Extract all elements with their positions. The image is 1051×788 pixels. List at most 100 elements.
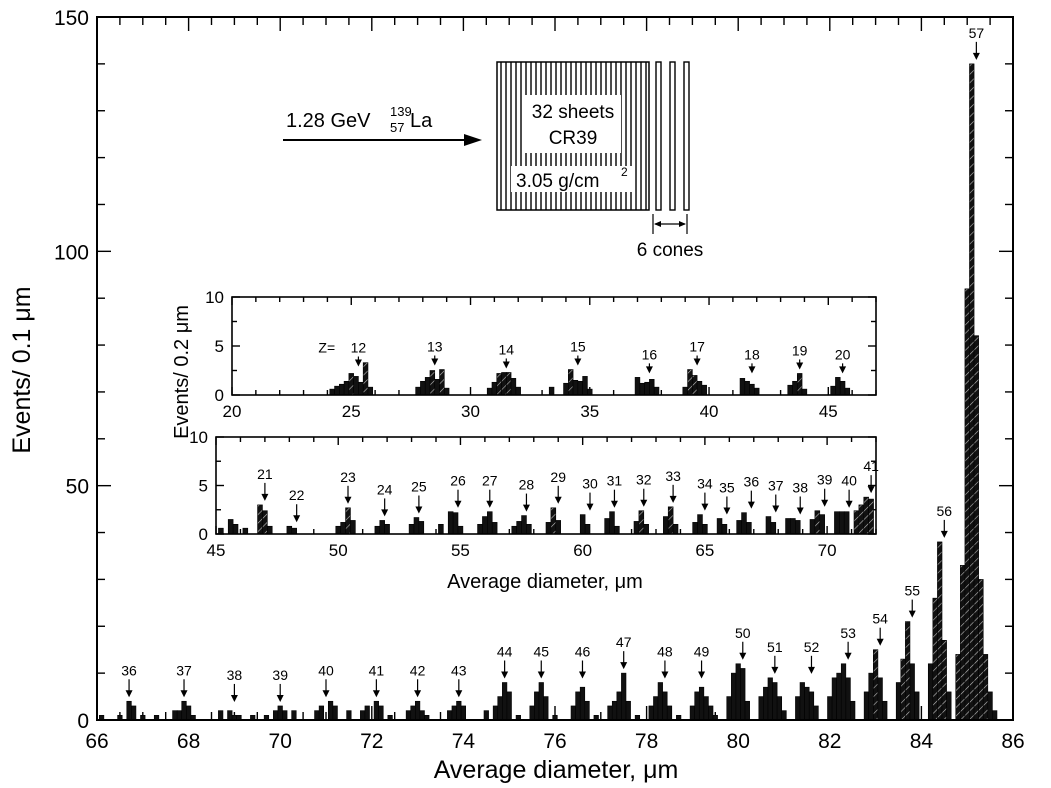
histogram-bar [568, 369, 574, 396]
histogram-bar [946, 691, 952, 721]
peak-z-label: 57 [969, 25, 985, 41]
histogram-bar [242, 527, 249, 535]
histogram-bar [429, 370, 436, 396]
histogram-bar [604, 518, 610, 535]
x-tick-label: 70 [818, 541, 837, 560]
stack-thickness-label: 3.05 g/cm [516, 171, 599, 192]
x-tick-label: 70 [269, 730, 292, 753]
histogram-bar [291, 527, 297, 535]
peak-z-label: 51 [767, 639, 783, 655]
peak-z-label: 22 [289, 487, 305, 503]
histogram-bar [460, 705, 466, 721]
beam-mass-number: 139 [390, 104, 412, 119]
histogram-bar [232, 523, 239, 535]
peak-arrowhead [261, 493, 269, 501]
peak-z-label: 37 [176, 662, 192, 678]
histogram-bar [505, 372, 512, 396]
peak-z-label: 34 [697, 476, 713, 492]
histogram-bar [845, 677, 851, 721]
histogram-bar [799, 682, 805, 721]
peak-z-label: 48 [657, 644, 673, 660]
histogram-bar [434, 379, 440, 396]
histogram-bar [420, 380, 426, 396]
histogram-bar [439, 369, 445, 396]
histogram-bar [282, 710, 288, 721]
histogram-bar [813, 705, 819, 721]
peak-z-label: 56 [937, 503, 953, 519]
peak-z-label: 35 [719, 479, 735, 495]
histogram-bar [572, 379, 579, 396]
histogram-bar [227, 710, 233, 721]
histogram-bar [218, 527, 224, 535]
histogram-bar [932, 597, 938, 721]
histogram-bar [487, 511, 493, 535]
stack-material-label: CR39 [549, 128, 598, 149]
histogram-bar [587, 388, 593, 396]
histogram-bar [692, 375, 698, 396]
peak-z-label: 39 [272, 667, 288, 683]
peak-arrowhead [748, 366, 756, 374]
histogram-bar [374, 525, 381, 535]
histogram-bar [830, 385, 836, 396]
histogram-bar [340, 522, 346, 535]
histogram-bar [451, 705, 457, 721]
peak-z-label: 36 [121, 662, 137, 678]
x-tick-label: 80 [727, 730, 750, 753]
histogram-bar [992, 710, 998, 721]
x-tick-label: 84 [910, 730, 934, 753]
histogram-bar [831, 677, 837, 721]
cones-arrowhead-right [679, 221, 686, 227]
histogram-bar [492, 705, 499, 721]
peak-arrowhead [620, 662, 628, 670]
histogram-bar [740, 668, 746, 721]
peak-z-label: 38 [227, 667, 243, 683]
x-tick-label: 76 [543, 730, 566, 753]
main-x-axis-label: Average diameter, μm [434, 756, 679, 784]
histogram-bar [937, 541, 943, 721]
inset-upper-chart: 12 13 14 15 16 17 18 19 20 20 25 30 35 40 45 0 5 10 Z= [205, 288, 877, 421]
histogram-bar [758, 696, 764, 721]
histogram-bar [781, 710, 787, 721]
peak-z-label: 12 [351, 340, 367, 356]
histogram-bar [483, 710, 489, 721]
histogram-bar [819, 514, 825, 535]
peak-arrowhead [771, 666, 779, 674]
histogram-bar [672, 523, 679, 535]
peak-z-label: 42 [410, 662, 426, 678]
histogram-bar [844, 387, 851, 396]
histogram-bar [621, 672, 627, 721]
histogram-bar [666, 705, 673, 721]
histogram-bar [362, 362, 369, 396]
histogram-bar [809, 519, 816, 535]
histogram-bar [987, 691, 993, 721]
peak-arrowhead [701, 503, 709, 511]
peak-arrowhead [807, 666, 815, 674]
histogram-bar [731, 672, 737, 721]
histogram-bar [364, 705, 370, 721]
histogram-bar [348, 373, 354, 396]
stack-thickness-exponent: 2 [621, 165, 628, 179]
peak-arrowhead [661, 671, 669, 679]
x-tick-label: 66 [85, 730, 108, 753]
peak-arrowhead [574, 358, 582, 366]
histogram-bar [419, 710, 425, 721]
histogram-bar [763, 686, 769, 721]
histogram-bar [486, 387, 493, 396]
peak-z-label: 55 [904, 583, 920, 599]
histogram-bar [611, 700, 618, 721]
x-tick-label: 65 [695, 541, 714, 560]
peak-arrowhead [972, 52, 980, 60]
histogram-bar [914, 691, 920, 721]
x-tick-label: 35 [580, 402, 599, 421]
peak-arrowhead [796, 507, 804, 515]
histogram-bar [868, 672, 874, 721]
histogram-bar [176, 710, 183, 721]
peak-arrowhead [537, 671, 545, 679]
histogram-bar [415, 700, 421, 721]
histogram-bar [716, 518, 723, 535]
histogram-bar [960, 565, 966, 721]
histogram-bar [424, 377, 431, 396]
x-tick-label: 45 [819, 402, 838, 421]
histogram-bar [877, 677, 883, 721]
inset-lower-peak-labels: 21 22 23 24 25 26 27 28 29 30 31 32 33 34 35 36 37 38 39 40… [257, 458, 879, 523]
